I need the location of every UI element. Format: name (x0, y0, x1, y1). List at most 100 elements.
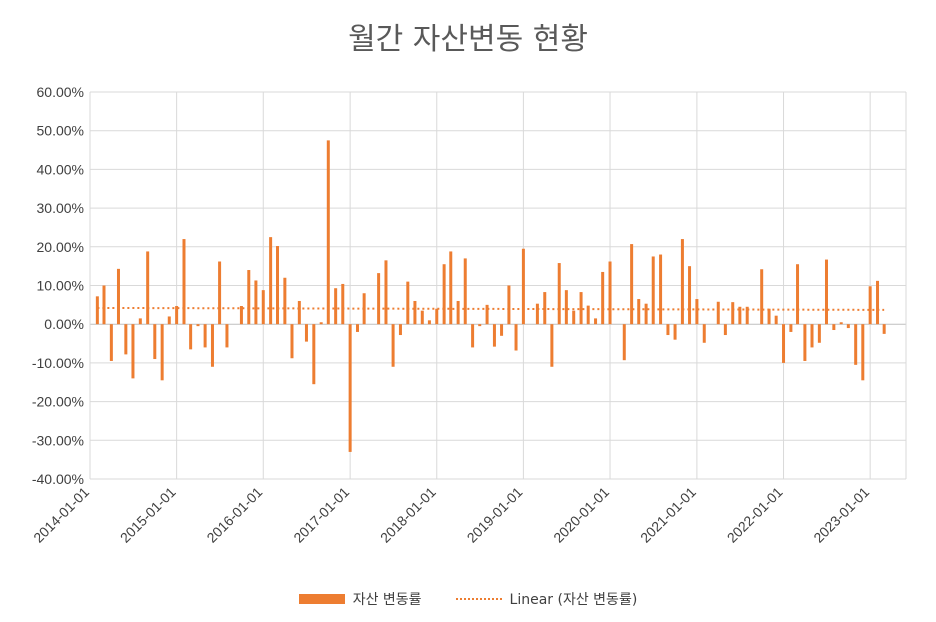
bar (832, 324, 836, 331)
x-tick-label: 2022-01-01 (724, 484, 786, 546)
bar (760, 269, 764, 325)
bar (304, 324, 308, 342)
bar (384, 260, 388, 325)
x-tick-label: 2016-01-01 (203, 484, 265, 546)
bar (651, 256, 655, 325)
bar (406, 281, 410, 325)
bar (789, 324, 793, 332)
bar (680, 239, 684, 325)
bar (731, 302, 735, 325)
bar (102, 285, 106, 325)
bar (449, 251, 453, 325)
bar (261, 290, 265, 325)
bar (738, 306, 742, 325)
bar (175, 306, 179, 325)
bar (247, 270, 251, 325)
bar (550, 324, 554, 367)
trendline (97, 306, 885, 311)
bar (435, 308, 439, 325)
x-tick-label: 2021-01-01 (637, 484, 699, 546)
bar (319, 322, 323, 325)
bar (478, 324, 482, 327)
x-tick-label: 2015-01-01 (117, 484, 179, 546)
bar (269, 237, 273, 325)
bar (138, 318, 142, 325)
y-tick-label: -20.00% (32, 394, 84, 410)
legend-label-bars: 자산 변동률 (352, 592, 422, 608)
bar (659, 254, 663, 325)
bar (767, 308, 771, 325)
bar (630, 244, 634, 325)
bar (579, 292, 583, 325)
y-tick-label: -10.00% (32, 355, 84, 371)
bar (637, 299, 641, 325)
bar (882, 324, 886, 334)
bar (803, 324, 807, 361)
bar (160, 324, 164, 381)
bar (695, 299, 699, 325)
bar (557, 263, 561, 325)
bar (796, 264, 800, 325)
y-axis: 60.00% 50.00% 40.00% 30.00% 20.00% 10.00% 0.00… (32, 84, 84, 487)
bar (572, 310, 576, 325)
bar (326, 140, 330, 325)
bar (95, 296, 99, 325)
bar (239, 306, 243, 325)
y-tick-label: 20.00% (37, 239, 84, 255)
y-tick-label: 50.00% (37, 123, 84, 139)
bar (846, 324, 850, 329)
x-tick-label: 2019-01-01 (464, 484, 526, 546)
bar (146, 251, 150, 325)
bar (189, 324, 193, 350)
bar (601, 271, 605, 325)
bar (334, 288, 338, 325)
bar (492, 324, 496, 347)
x-tick-label: 2018-01-01 (377, 484, 439, 546)
bar (463, 258, 467, 325)
bar (341, 283, 345, 325)
legend-item-bars: 자산 변동률 (298, 589, 422, 609)
chart-title: 월간 자산변동 현황 (348, 22, 588, 57)
y-tick-label: 40.00% (37, 161, 84, 177)
bar (377, 273, 381, 325)
x-tick-label: 2017-01-01 (290, 484, 352, 546)
bar (514, 324, 518, 351)
grid (89, 91, 907, 480)
bar (688, 266, 692, 325)
bar (348, 324, 352, 452)
bar (203, 324, 207, 348)
bar (673, 324, 677, 340)
bar (876, 280, 880, 325)
bar (442, 264, 446, 325)
bar (210, 324, 214, 367)
bar (196, 324, 200, 327)
bar (839, 322, 843, 325)
y-tick-label: 10.00% (37, 278, 84, 294)
bar (861, 324, 865, 381)
bar (716, 301, 720, 325)
legend-swatch-bar (298, 594, 345, 604)
bar (124, 324, 128, 355)
bar (543, 292, 547, 325)
bar (297, 300, 301, 325)
legend-swatch-line (455, 598, 502, 600)
bar (608, 261, 612, 325)
bar (398, 324, 402, 336)
bar (564, 290, 568, 325)
bar (521, 248, 525, 325)
legend-label-trendline: Linear (자산 변동률) (509, 592, 638, 608)
bar (535, 303, 539, 325)
bar (782, 324, 786, 363)
bar (702, 324, 706, 343)
bar (594, 318, 598, 325)
bar (817, 324, 821, 343)
bar (868, 286, 872, 325)
bar (283, 277, 287, 325)
bar (500, 324, 504, 336)
bar (586, 305, 590, 325)
bar (456, 300, 460, 325)
bar (666, 324, 670, 336)
bar (745, 306, 749, 325)
bar (810, 324, 814, 348)
